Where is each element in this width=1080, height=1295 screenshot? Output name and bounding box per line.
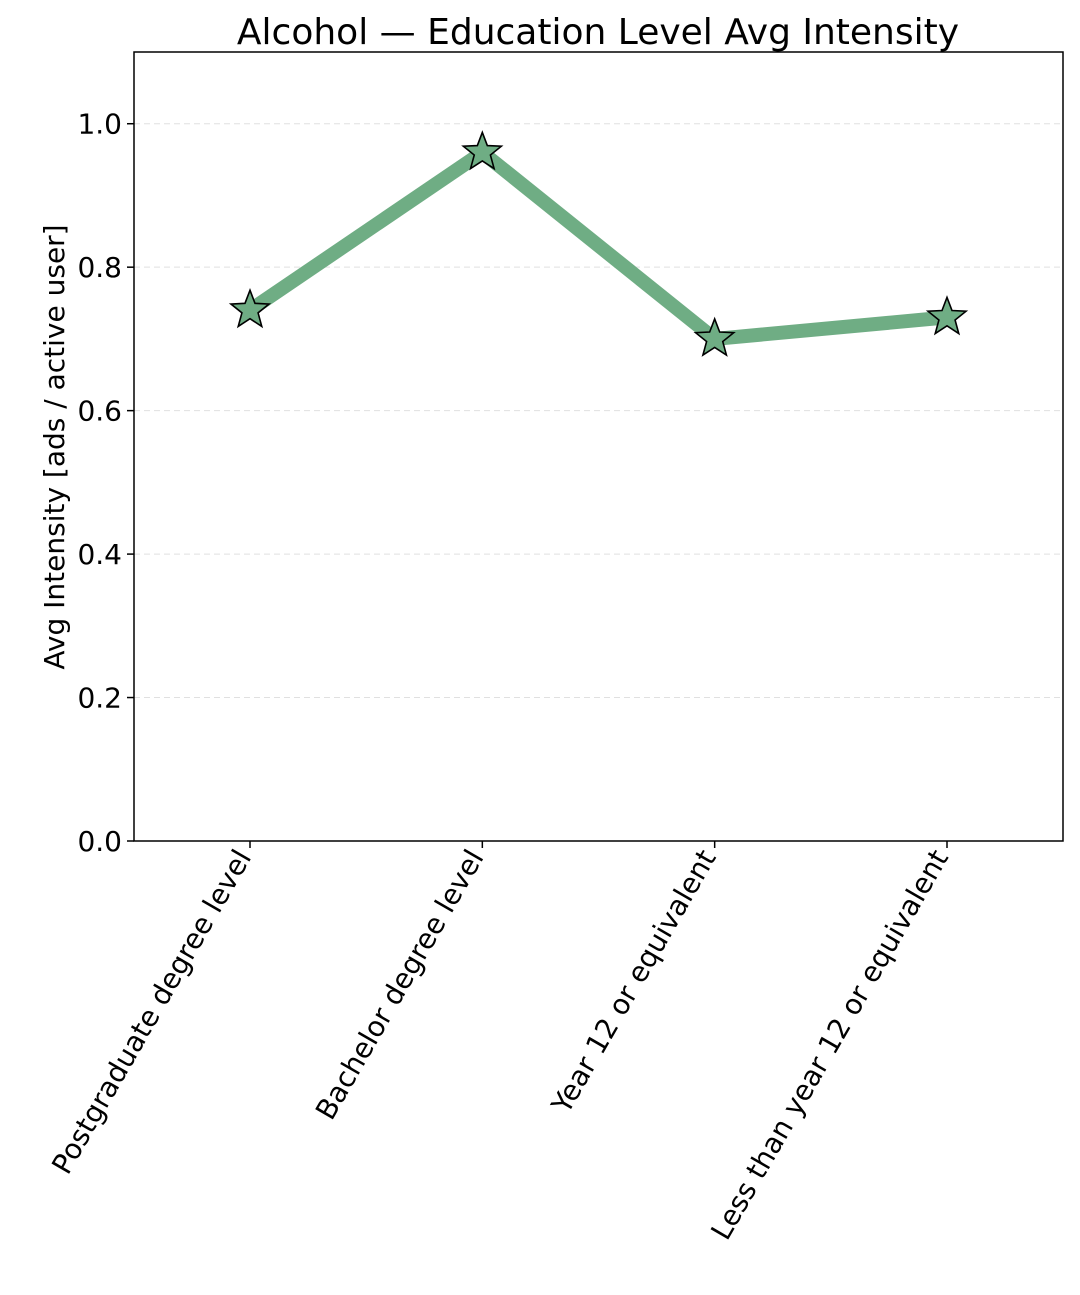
- series-layer: [228, 130, 969, 357]
- grid-lines: [134, 123, 1063, 699]
- data-point-marker: [228, 287, 272, 329]
- y-tick-label: 0.2: [77, 682, 122, 715]
- data-point-marker: [461, 130, 504, 171]
- x-axis: Postgraduate degree level Bachelor degree…: [45, 841, 955, 1245]
- y-tick-label: 0.6: [77, 395, 122, 428]
- x-tick-label: Bachelor degree level: [309, 844, 490, 1125]
- plot-frame: [133, 51, 1064, 842]
- chart-title: Alcohol — Education Level Avg Intensity: [237, 12, 959, 53]
- series-line: [246, 145, 948, 346]
- y-tick-label: 0.4: [77, 538, 122, 571]
- y-tick-label: 0.8: [77, 251, 122, 284]
- x-tick-label: Year 12 or equivalent: [545, 844, 723, 1120]
- data-point-marker: [925, 295, 969, 336]
- y-tick-label: 0.0: [77, 825, 122, 858]
- y-axis-label: Avg Intensity [ads / active user]: [38, 224, 71, 669]
- x-tick-label: Postgraduate degree level: [45, 844, 258, 1180]
- data-point-marker: [693, 316, 736, 357]
- x-tick-label: Less than year 12 or equivalent: [704, 844, 955, 1245]
- y-tick-label: 1.0: [77, 108, 122, 141]
- y-axis: 0.0 0.2 0.4 0.6 0.8 1.0: [77, 108, 134, 858]
